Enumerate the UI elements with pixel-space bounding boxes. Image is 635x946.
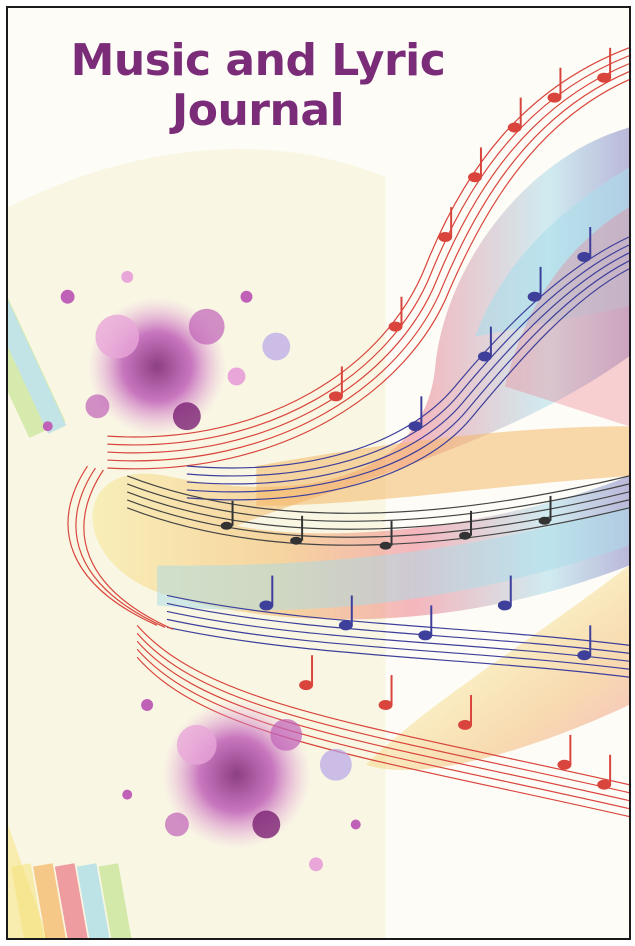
book-cover: Music and Lyric Journal (6, 6, 631, 940)
music-notes-dark (220, 495, 552, 550)
music-notes-blue (259, 227, 592, 661)
cover-title-line1: Music and Lyric (70, 35, 446, 86)
rainbow-stripes-bottom (11, 863, 132, 938)
rainbow-stripes-left (8, 294, 67, 439)
paint-splatter-lower (122, 699, 361, 872)
cover-title: Music and Lyric Journal (8, 36, 508, 136)
cover-title-line2: Journal (171, 85, 345, 136)
paint-splatter-upper (42, 270, 291, 437)
music-staff-lines (67, 47, 629, 818)
music-swirl-artwork (8, 47, 629, 938)
music-notes (299, 47, 612, 790)
